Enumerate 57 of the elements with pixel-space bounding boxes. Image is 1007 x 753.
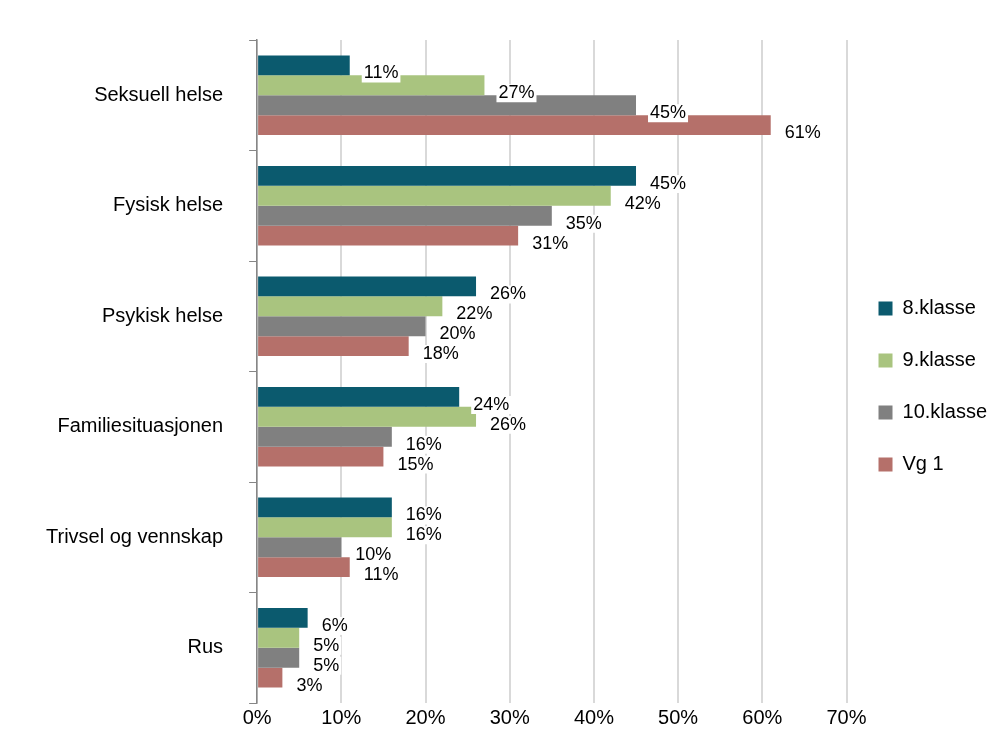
data-label: 5% xyxy=(313,654,340,675)
data-label: 18% xyxy=(422,343,459,364)
x-tick-label: 30% xyxy=(489,705,530,728)
x-tick-label: 40% xyxy=(573,705,615,728)
legend-label: Vg 1 xyxy=(902,452,944,475)
data-label: 45% xyxy=(650,172,687,193)
bar xyxy=(258,165,637,186)
data-label: 3% xyxy=(296,674,323,695)
data-label: 16% xyxy=(405,524,442,545)
bar xyxy=(258,446,384,467)
bar xyxy=(258,517,392,538)
y-tick-label: Rus xyxy=(187,635,224,658)
bar xyxy=(258,557,350,578)
data-label: 16% xyxy=(405,504,442,525)
bar xyxy=(258,55,350,76)
x-tick-label: 10% xyxy=(321,705,362,728)
bar xyxy=(258,336,409,357)
data-label: 16% xyxy=(405,433,442,454)
x-tick-label: 50% xyxy=(658,705,699,728)
bar xyxy=(258,276,477,297)
y-tick-label: Trivsel og vennskap xyxy=(45,524,224,547)
bar xyxy=(258,386,460,407)
data-label: 22% xyxy=(456,303,493,324)
bar xyxy=(258,185,611,206)
data-label: 6% xyxy=(321,614,348,635)
data-label: 27% xyxy=(498,82,535,103)
legend-label: 10.klasse xyxy=(902,400,988,423)
data-label: 11% xyxy=(363,62,399,83)
data-label: 24% xyxy=(473,393,510,414)
legend-label: 9.klasse xyxy=(902,348,976,371)
x-tick-label: 20% xyxy=(405,705,446,728)
y-tick-label: Fysisk helse xyxy=(113,193,224,216)
x-tick-label: 0% xyxy=(242,705,272,728)
x-tick-label: 70% xyxy=(826,705,867,728)
bar xyxy=(258,497,392,518)
data-label: 10% xyxy=(355,544,392,565)
bar xyxy=(258,627,300,648)
bar xyxy=(258,667,283,688)
data-label: 31% xyxy=(532,232,569,253)
bar xyxy=(258,607,308,628)
data-label: 26% xyxy=(490,283,527,304)
data-label: 26% xyxy=(490,413,527,434)
bar xyxy=(258,296,443,317)
y-tick-label: Seksuell helse xyxy=(94,82,224,105)
data-label: 61% xyxy=(784,122,821,143)
y-tick-label: Psykisk helse xyxy=(101,303,224,326)
bar xyxy=(258,225,519,246)
data-label: 15% xyxy=(397,453,434,474)
y-tick-label: Familiesituasjonen xyxy=(57,414,224,437)
data-label: 11% xyxy=(363,564,399,585)
data-label: 20% xyxy=(439,323,476,344)
data-label: 5% xyxy=(313,634,340,655)
data-label: 42% xyxy=(624,192,661,213)
data-label: 45% xyxy=(650,102,687,123)
legend-label: 8.klasse xyxy=(902,296,976,319)
x-tick-label: 60% xyxy=(742,705,783,728)
data-label: 35% xyxy=(565,212,602,233)
